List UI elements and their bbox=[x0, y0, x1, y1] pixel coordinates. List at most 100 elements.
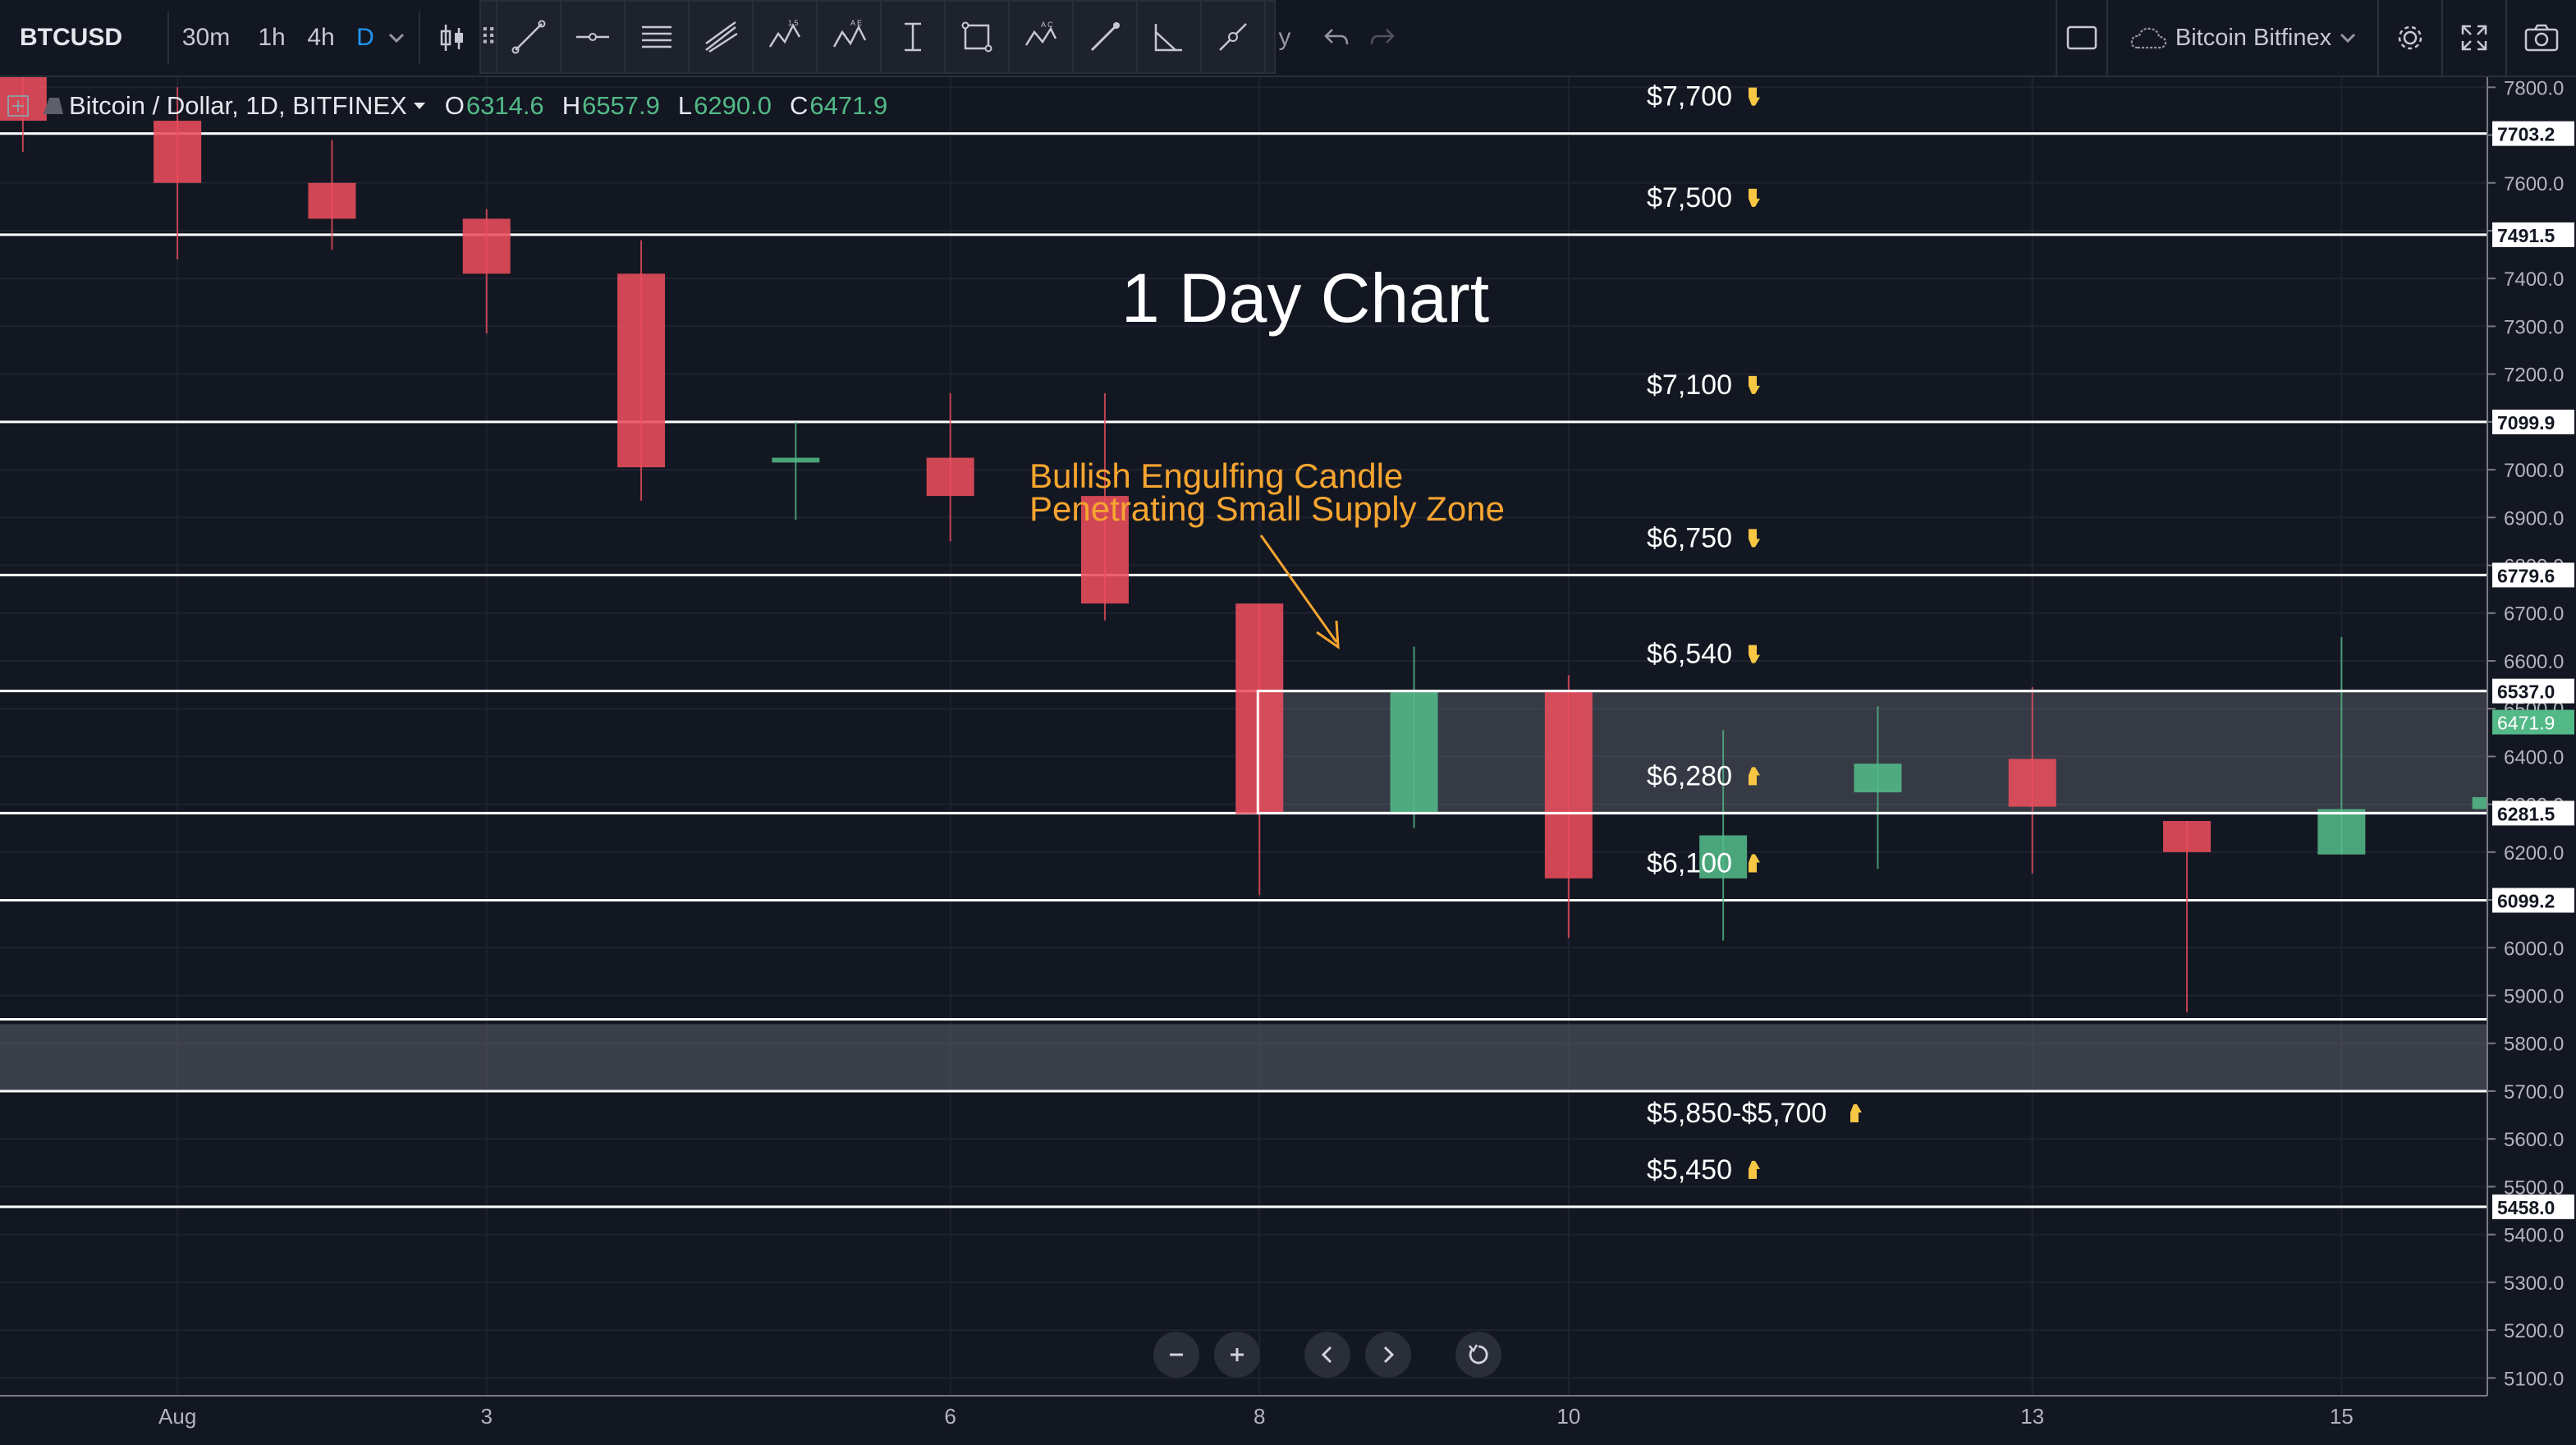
price-level-label: $6,750 bbox=[1647, 522, 1732, 553]
scroll-left-button[interactable] bbox=[1304, 1332, 1350, 1378]
candle-body[interactable] bbox=[1080, 496, 1129, 604]
horizontal-line-icon[interactable] bbox=[561, 2, 626, 72]
price-level-label: $6,540 bbox=[1647, 639, 1732, 670]
redo-icon[interactable] bbox=[1363, 0, 1404, 76]
camera-icon[interactable] bbox=[2505, 0, 2576, 76]
caret-down-icon[interactable] bbox=[412, 101, 427, 111]
price-tag-label: 7703.2 bbox=[2497, 124, 2555, 145]
price-axis-label: 6000.0 bbox=[2504, 938, 2564, 960]
candle-body[interactable] bbox=[1544, 691, 1593, 878]
price-tag-label: 5458.0 bbox=[2497, 1197, 2555, 1218]
fullscreen-toggle-icon[interactable] bbox=[2056, 0, 2106, 76]
symbol-search-button[interactable]: BTCUSD bbox=[20, 24, 122, 51]
rectangle-icon[interactable] bbox=[946, 2, 1010, 72]
candle-body[interactable] bbox=[2317, 809, 2366, 855]
candle-body[interactable] bbox=[617, 273, 666, 468]
candle-body[interactable] bbox=[772, 457, 820, 463]
supply-zone-box[interactable] bbox=[1258, 690, 2576, 814]
undo-icon[interactable] bbox=[1315, 0, 1356, 76]
price-tag-label: 6537.0 bbox=[2497, 681, 2555, 703]
candle-body[interactable] bbox=[462, 218, 511, 274]
channel-icon[interactable] bbox=[626, 2, 690, 72]
top-toolbar: BTCUSD 30m 1h 4h D ⠿ 1 5 A E A C bbox=[0, 0, 2576, 77]
interval-4h[interactable]: 4h bbox=[307, 24, 335, 51]
zoom-out-button[interactable] bbox=[1153, 1332, 1199, 1378]
price-level-label: $5,450 bbox=[1647, 1154, 1732, 1186]
trend-line-icon[interactable] bbox=[497, 2, 561, 72]
abcd-pattern-icon[interactable]: A E bbox=[818, 2, 882, 72]
interval-d[interactable]: D bbox=[356, 24, 374, 51]
exchange-selector[interactable]: Bitcoin Bitfinex bbox=[2106, 0, 2377, 76]
candle-body[interactable] bbox=[1235, 603, 1284, 814]
candle-body[interactable] bbox=[1390, 691, 1438, 814]
pitchfork-icon[interactable] bbox=[690, 2, 754, 72]
time-axis-label: 10 bbox=[1556, 1404, 1580, 1429]
reset-icon bbox=[1469, 1344, 1488, 1365]
zoom-draw-icon[interactable] bbox=[1202, 2, 1266, 72]
annotation-arrow bbox=[1259, 534, 1338, 643]
elliott-wave-icon[interactable]: 1 5 bbox=[754, 2, 818, 72]
chart-title: 1 Day Chart bbox=[1121, 259, 1489, 337]
interval-1h[interactable]: 1h bbox=[258, 24, 286, 51]
svg-text:1 5: 1 5 bbox=[788, 19, 799, 27]
pointing-hand-icon bbox=[1850, 1103, 1862, 1122]
settings-gear-icon[interactable] bbox=[2377, 0, 2441, 76]
annotation-arrowhead bbox=[1316, 620, 1340, 649]
legend-close-label: C bbox=[789, 91, 809, 120]
price-tag bbox=[2492, 222, 2574, 247]
interval-30m[interactable]: 30m bbox=[181, 24, 231, 51]
time-axis-label: 6 bbox=[944, 1404, 956, 1429]
price-level-label: $7,700 bbox=[1647, 81, 1732, 112]
pattern-icon[interactable]: A C bbox=[1010, 2, 1074, 72]
cloud-icon bbox=[2130, 27, 2166, 49]
price-level-label: $7,500 bbox=[1647, 182, 1732, 213]
demand-zone-label: $5,850-$5,700 bbox=[1647, 1098, 1827, 1129]
candle-body[interactable] bbox=[2008, 759, 2056, 807]
price-axis-label: 5900.0 bbox=[2504, 986, 2564, 1008]
candles-style-icon[interactable] bbox=[427, 0, 478, 76]
price-axis-label: 5100.0 bbox=[2504, 1368, 2564, 1390]
chevron-down-icon[interactable] bbox=[384, 0, 409, 76]
price-axis-label: 6200.0 bbox=[2504, 842, 2564, 865]
legend-title[interactable]: Bitcoin / Dollar, 1D, BITFINEX bbox=[69, 91, 407, 120]
scroll-right-button[interactable] bbox=[1365, 1332, 1411, 1378]
brush-icon[interactable] bbox=[1074, 2, 1138, 72]
legend-low-label: L bbox=[677, 91, 693, 120]
annotation-text-line1: Bullish Engulfing Candle bbox=[1029, 456, 1403, 495]
last-price-tag bbox=[2492, 709, 2574, 735]
legend-low-value: 6290.0 bbox=[694, 91, 772, 120]
reset-chart-button[interactable] bbox=[1455, 1332, 1501, 1378]
price-axis-label: 7300.0 bbox=[2504, 316, 2564, 338]
collapse-legend-icon[interactable] bbox=[7, 94, 30, 117]
zoom-in-button[interactable] bbox=[1214, 1332, 1260, 1378]
text-cursor-icon[interactable] bbox=[882, 2, 946, 72]
price-axis-label: 5600.0 bbox=[2504, 1129, 2564, 1151]
legend-open-label: O bbox=[444, 91, 465, 120]
pointing-hand-icon bbox=[1749, 529, 1760, 548]
candle-body[interactable] bbox=[1699, 835, 1748, 878]
price-axis-label: 5700.0 bbox=[2504, 1081, 2564, 1103]
candle-body[interactable] bbox=[926, 457, 974, 497]
candle-body[interactable] bbox=[2163, 821, 2212, 852]
expand-icon[interactable] bbox=[2441, 0, 2505, 76]
pointing-hand-icon bbox=[1749, 767, 1760, 786]
drag-handle-icon[interactable]: ⠿ bbox=[480, 2, 497, 72]
price-tag bbox=[2492, 678, 2574, 704]
candle-body[interactable] bbox=[154, 121, 202, 183]
measure-icon[interactable] bbox=[1138, 2, 1202, 72]
visibility-eye-icon[interactable] bbox=[41, 94, 66, 117]
price-tag-label: 6779.6 bbox=[2497, 565, 2555, 586]
time-axis-label: Aug bbox=[158, 1404, 196, 1429]
exchange-selector-label: Bitcoin Bitfinex bbox=[2175, 24, 2332, 51]
candle-body[interactable] bbox=[308, 182, 356, 219]
svg-text:A E: A E bbox=[850, 19, 862, 27]
chevron-right-icon bbox=[1383, 1346, 1395, 1364]
time-axis-label: 8 bbox=[1254, 1404, 1265, 1429]
price-axis-label: 6700.0 bbox=[2504, 603, 2564, 626]
toolbar-divider bbox=[419, 11, 420, 64]
candle-body[interactable] bbox=[1854, 764, 1902, 793]
price-tag-label: 6281.5 bbox=[2497, 803, 2555, 824]
minus-icon bbox=[1170, 1353, 1183, 1356]
